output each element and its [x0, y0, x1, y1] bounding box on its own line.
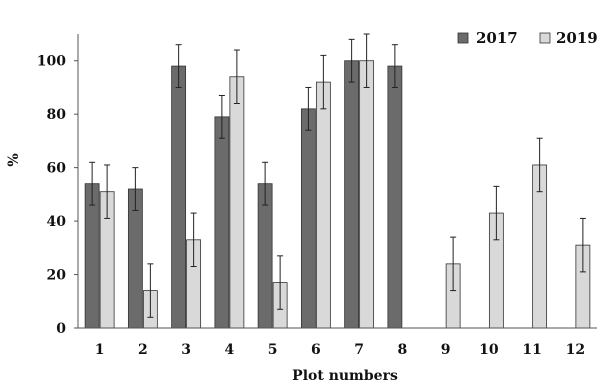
bars-layer: [84, 60, 591, 329]
x-tick-label: 11: [522, 342, 541, 358]
error-bars-layer: [89, 33, 586, 318]
y-tick-label: 80: [47, 107, 67, 123]
y-tick-label: 40: [47, 214, 67, 230]
x-axis-title: Plot numbers: [292, 368, 398, 384]
bar-2017-plot-7: [344, 60, 360, 329]
bar-2019-plot-4: [229, 76, 245, 329]
bar-2019-plot-6: [315, 81, 331, 329]
y-tick-label: 0: [56, 321, 66, 337]
x-tick-label: 6: [311, 342, 321, 358]
x-tick-label: 5: [268, 342, 278, 358]
x-tick-label: 10: [479, 342, 499, 358]
legend-label-2017: 2017: [476, 29, 518, 47]
y-tick-labels: 0 20 40 60 80 100: [37, 54, 78, 337]
bar-2017-plot-8: [387, 65, 403, 329]
x-tick-label: 7: [354, 342, 364, 358]
bar-2017-plot-4: [214, 116, 230, 329]
bar-2017-plot-3: [171, 65, 187, 329]
bar-2019-plot-7: [359, 60, 375, 329]
x-tick-label: 8: [398, 342, 408, 358]
legend: 2017 2019: [457, 29, 598, 47]
x-tick-label: 3: [181, 342, 191, 358]
y-tick-label: 60: [47, 161, 67, 177]
y-tick-label: 20: [47, 268, 67, 284]
y-axis-title: %: [6, 153, 22, 166]
legend-swatch-2017: [457, 32, 469, 44]
x-tick-label: 4: [225, 342, 235, 358]
x-tick-label: 2: [138, 342, 148, 358]
x-tick-label: 1: [95, 342, 105, 358]
x-tick-labels: 1 2 3 4 5 6 7 8 9 10 11 12: [95, 342, 585, 358]
y-tick-label: 100: [37, 54, 66, 70]
x-tick-label: 12: [566, 342, 585, 358]
legend-label-2019: 2019: [556, 29, 598, 47]
legend-swatch-2019: [539, 32, 551, 44]
bar-2017-plot-6: [300, 108, 316, 329]
x-tick-label: 9: [441, 342, 451, 358]
